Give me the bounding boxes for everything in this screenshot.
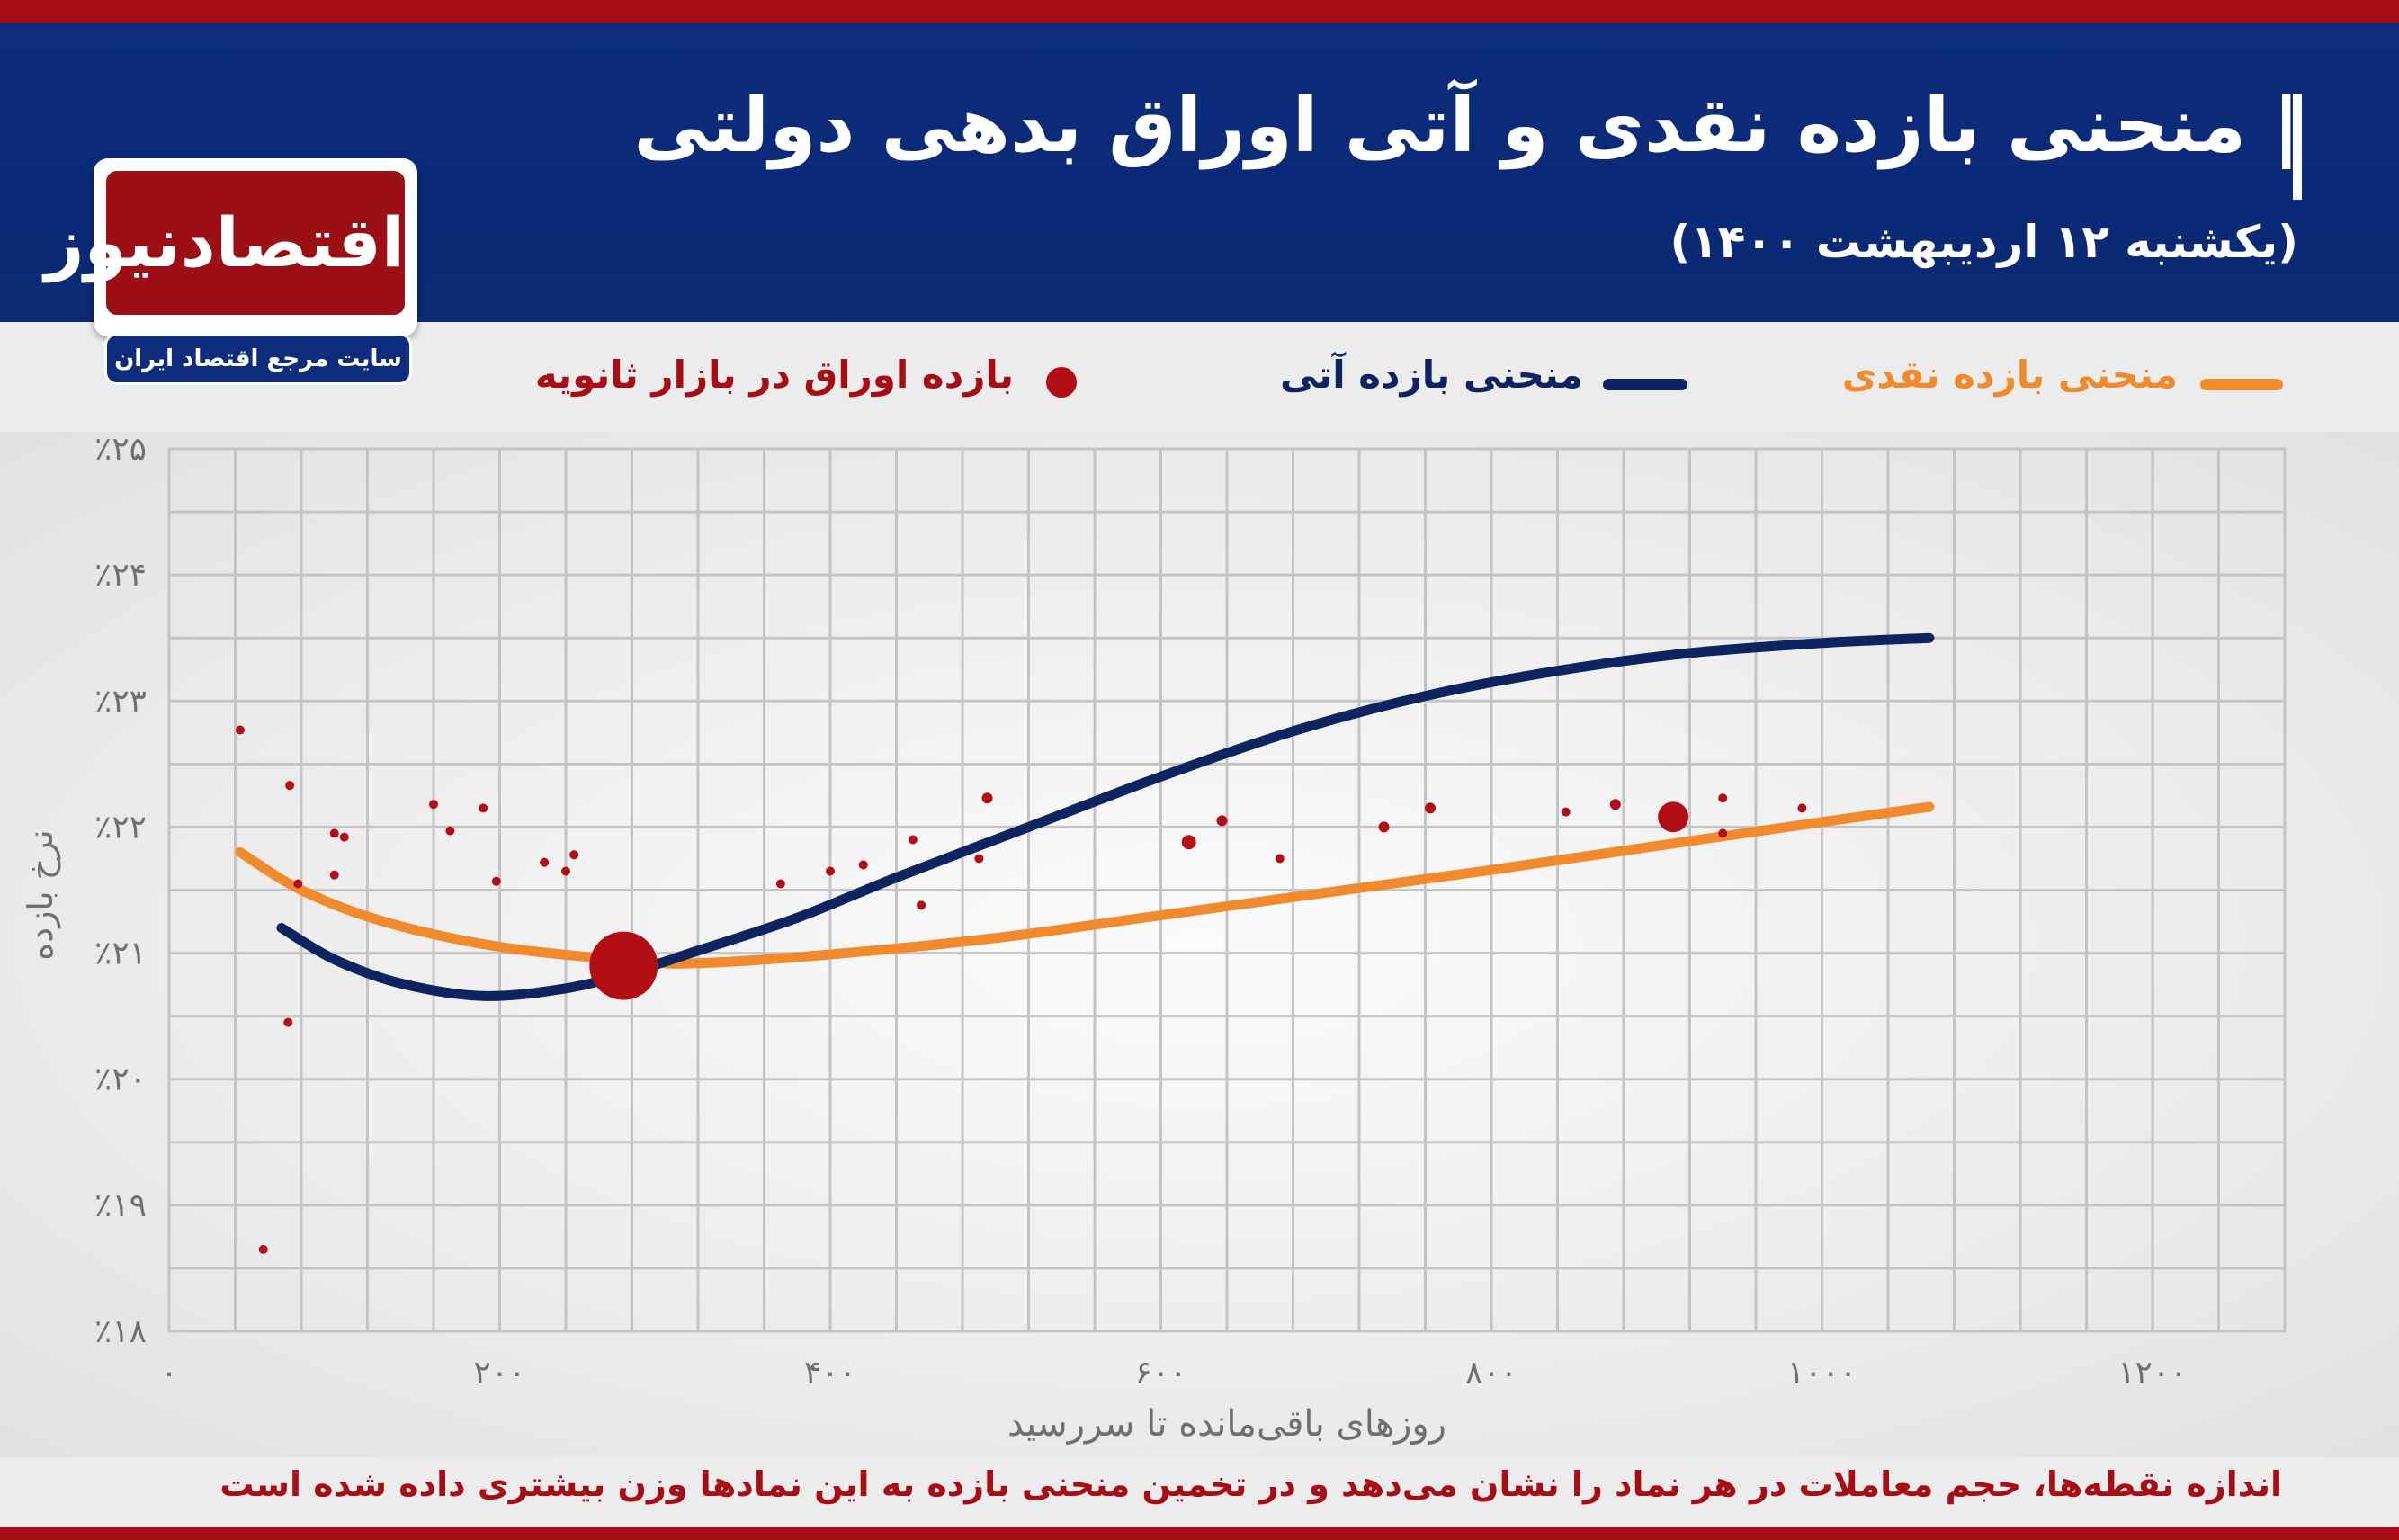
bond-yield-point bbox=[329, 870, 339, 880]
y-axis-label: نرخ بازده bbox=[21, 829, 61, 961]
bond-yield-point bbox=[917, 900, 926, 910]
bond-yield-point bbox=[429, 800, 438, 810]
bond-yield-point bbox=[1378, 821, 1390, 833]
bond-yield-point bbox=[1658, 801, 1689, 833]
plot-background bbox=[0, 432, 2399, 1457]
logo-wordmark: اقتصادنیوز bbox=[45, 171, 405, 315]
bond-yield-point bbox=[1797, 803, 1807, 813]
bond-yield-point bbox=[569, 850, 579, 860]
bond-yield-point bbox=[1718, 828, 1728, 838]
x-tick-label: ۲۰۰ bbox=[473, 1355, 525, 1392]
x-tick-label: ۰ bbox=[160, 1355, 177, 1392]
bond-yield-point bbox=[293, 879, 303, 889]
x-tick-label: ۸۰۰ bbox=[1465, 1355, 1517, 1392]
bond-yield-point bbox=[479, 803, 488, 813]
bond-yield-point bbox=[1425, 802, 1437, 814]
bond-yield-point bbox=[1181, 835, 1196, 850]
y-tick-label: ٪۱۸ bbox=[94, 1313, 147, 1350]
bond-yield-point bbox=[1275, 854, 1285, 864]
y-tick-label: ٪۱۹ bbox=[94, 1187, 147, 1224]
bond-yield-point bbox=[285, 781, 295, 791]
bond-yield-point bbox=[339, 832, 349, 842]
x-tick-labels: ۰ ۲۰۰ ۴۰۰ ۶۰۰ ۸۰۰ ۱۰۰۰ ۱۲۰۰ bbox=[160, 1355, 2187, 1392]
bond-yield-point bbox=[1561, 807, 1571, 817]
bond-yield-point bbox=[236, 725, 246, 735]
bond-yield-point bbox=[858, 860, 868, 870]
logo-tagline: سایت مرجع اقتصاد ایران bbox=[104, 333, 412, 385]
bond-yield-point bbox=[589, 931, 658, 1000]
y-tick-label: ٪۲۳ bbox=[94, 683, 147, 720]
legend-bonds-swatch bbox=[1046, 367, 1077, 398]
top-red-strip bbox=[0, 0, 2399, 23]
bond-points bbox=[236, 725, 1807, 1254]
x-tick-label: ۱۰۰۰ bbox=[1787, 1355, 1857, 1392]
bond-yield-point bbox=[445, 826, 455, 836]
bond-yield-point bbox=[775, 879, 785, 889]
bond-yield-point bbox=[974, 854, 984, 864]
legend-spot-label: منحنی بازده نقدی bbox=[1841, 353, 2178, 397]
legend-bonds-label: بازده اوراق در بازار ثانویه bbox=[534, 353, 1014, 397]
x-tick-label: ۴۰۰ bbox=[804, 1355, 856, 1392]
y-tick-label: ٪۲۲ bbox=[94, 809, 147, 846]
bond-yield-point bbox=[329, 828, 339, 838]
brand-logo[interactable]: اقتصادنیوز bbox=[45, 158, 417, 336]
spot-yield-curve bbox=[235, 801, 1935, 969]
gridlines bbox=[169, 449, 2285, 1331]
bond-yield-point bbox=[491, 876, 501, 886]
bottom-red-strip bbox=[0, 1527, 2399, 1540]
x-tick-label: ۱۲۰۰ bbox=[2117, 1355, 2187, 1392]
legend-spot-swatch bbox=[2200, 379, 2283, 390]
page-title: | منحنی بازده نقدی و آتی اوراق بدهی دولت… bbox=[633, 81, 2300, 169]
bond-yield-point bbox=[981, 792, 993, 804]
futures-yield-curve bbox=[276, 632, 1935, 1001]
bond-yield-point bbox=[826, 866, 835, 876]
x-axis-label: روزهای باقی‌مانده تا سررسید bbox=[1007, 1403, 1446, 1445]
bond-yield-point bbox=[258, 1244, 268, 1254]
legend-futures-swatch bbox=[1603, 379, 1687, 390]
bond-yield-point bbox=[1216, 815, 1228, 827]
bond-yield-point bbox=[540, 857, 550, 867]
y-tick-label: ٪۲۰ bbox=[94, 1061, 147, 1098]
curve-lines bbox=[235, 632, 1935, 1001]
y-tick-label: ٪۲۵ bbox=[94, 431, 147, 468]
legend-futures-label: منحنی بازده آتی bbox=[1279, 353, 1583, 397]
y-tick-labels: ٪۱۸ ٪۱۹ ٪۲۰ ٪۲۱ ٪۲۲ ٪۲۳ ٪۲۴ ٪۲۵ bbox=[94, 431, 147, 1350]
bond-yield-point bbox=[1609, 799, 1621, 810]
x-tick-label: ۶۰۰ bbox=[1134, 1355, 1186, 1392]
title-accent-bar bbox=[2293, 94, 2302, 200]
bond-yield-point bbox=[1718, 793, 1728, 803]
bond-yield-point bbox=[283, 1017, 293, 1027]
footnote: اندازه نقطه‌ها، حجم معاملات در هر نماد ر… bbox=[219, 1464, 2282, 1504]
bond-yield-point bbox=[561, 866, 570, 876]
y-tick-label: ٪۲۴ bbox=[94, 557, 147, 594]
y-tick-label: ٪۲۱ bbox=[94, 936, 147, 972]
bond-yield-point bbox=[908, 835, 918, 845]
page-subtitle-date: (یکشنبه ۱۲ اردیبهشت ۱۴۰۰) bbox=[1669, 216, 2298, 268]
